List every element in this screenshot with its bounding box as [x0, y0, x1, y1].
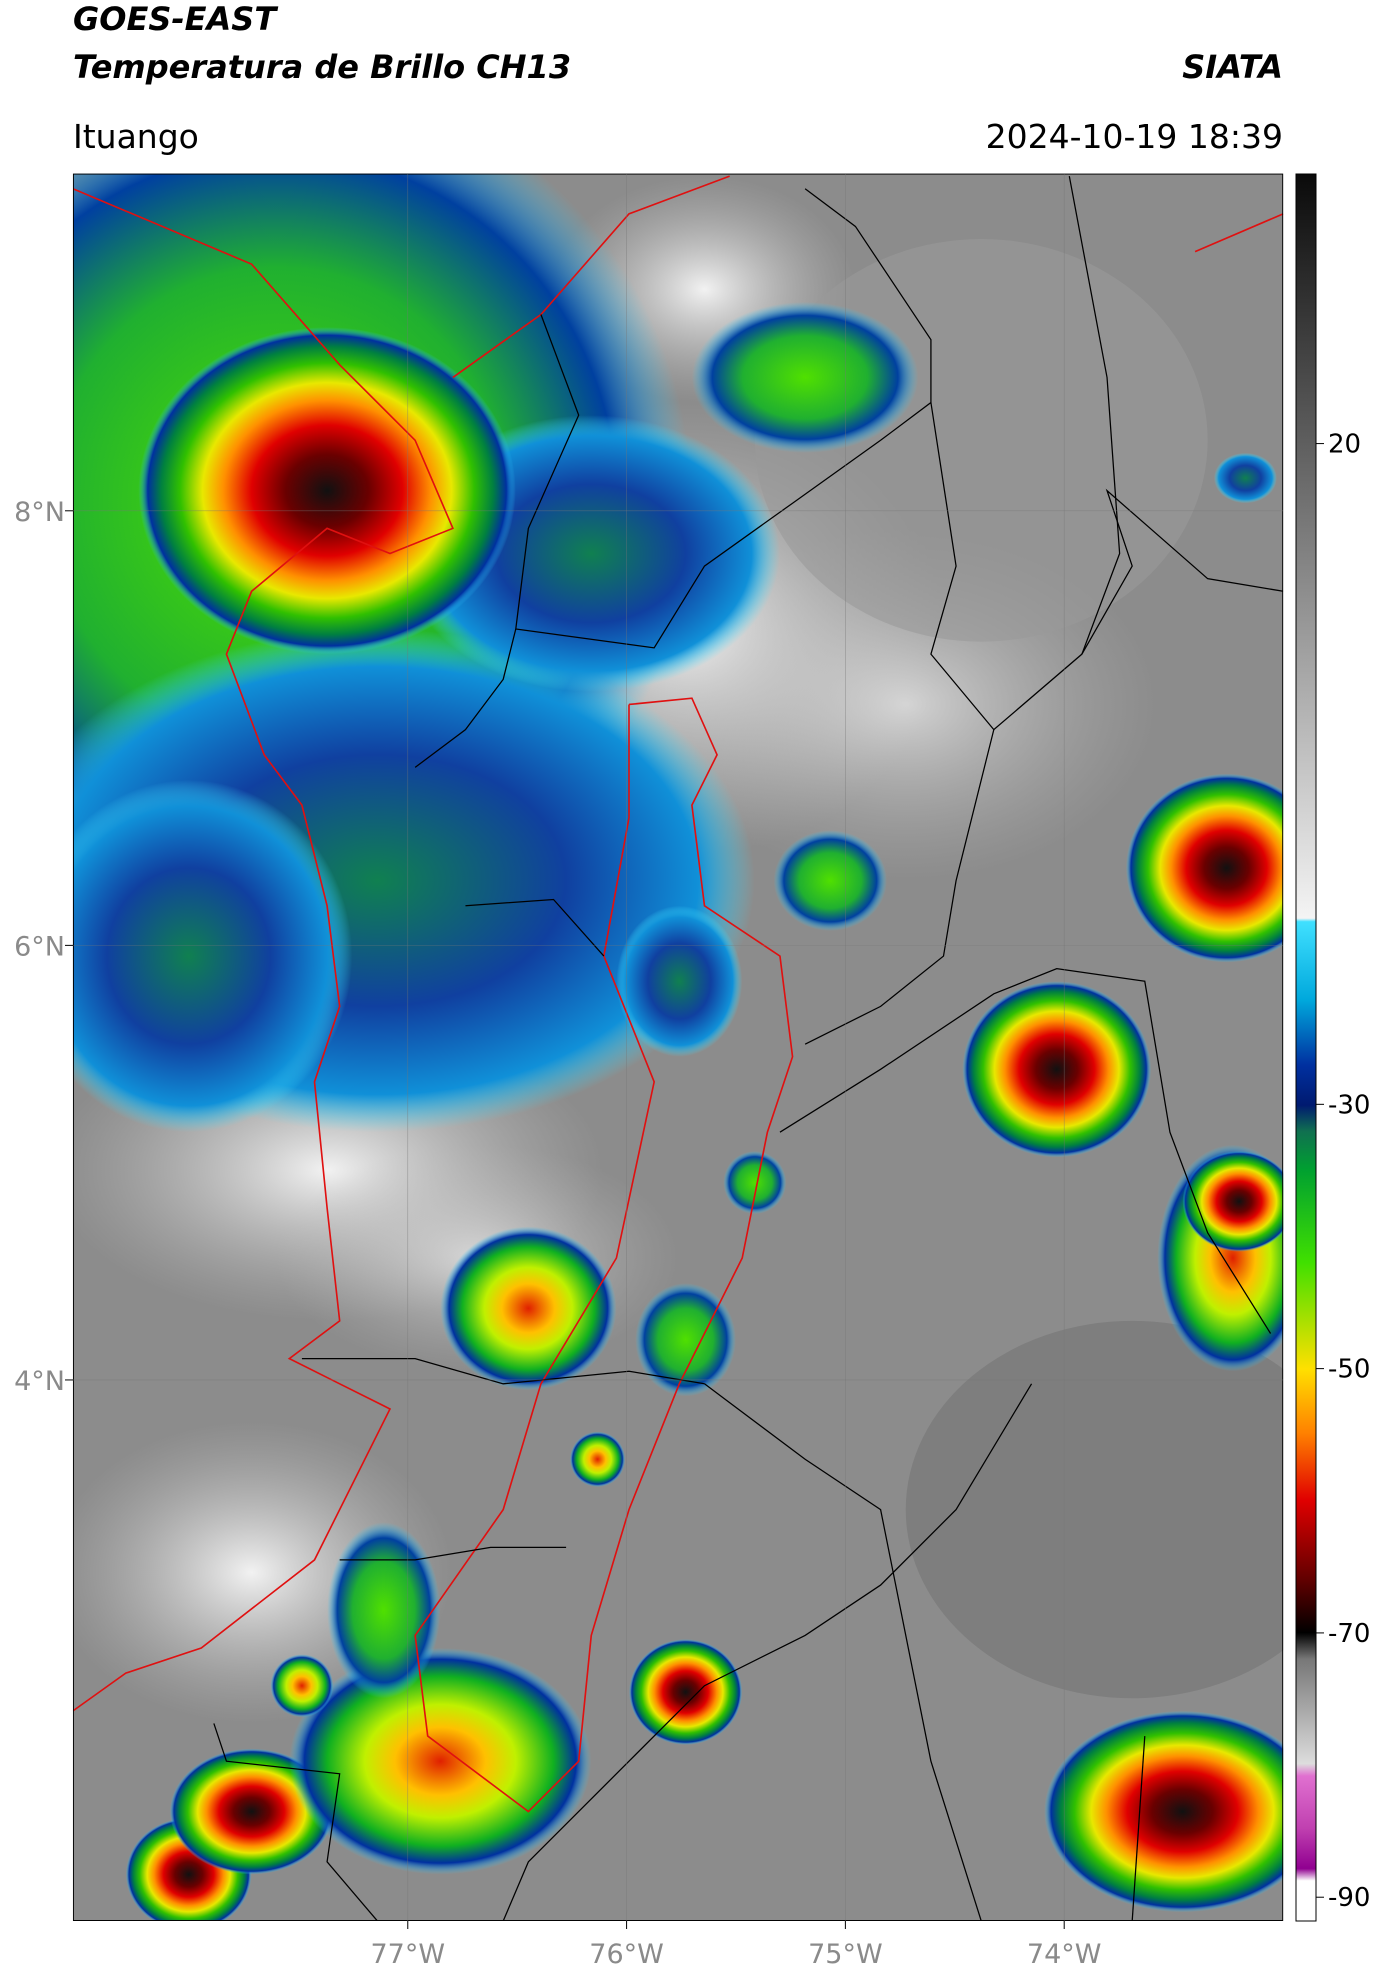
colorbar-tick-label: -30 [1328, 1090, 1370, 1120]
lat-tick-label: 6°N [14, 931, 65, 962]
lon-tick-label: 77°W [370, 1939, 445, 1970]
colorbar-tick-label: -50 [1328, 1355, 1370, 1385]
colorbar-tick-label: -90 [1328, 1883, 1370, 1913]
colorbar-tick-label: -70 [1328, 1619, 1370, 1649]
colorbar-tick-label: 20 [1328, 430, 1361, 460]
location: Ituango [73, 117, 199, 156]
lon-tick-label: 76°W [589, 1939, 664, 1970]
satellite-image [72, 173, 1284, 1921]
source: SIATA [1182, 48, 1283, 86]
lon-tick-label: 75°W [808, 1939, 883, 1970]
datetime: 2024-10-19 18:39 [986, 117, 1283, 156]
lon-tick-label: 74°W [1027, 1939, 1102, 1970]
subtitle: Temperatura de Brillo CH13 [73, 48, 571, 86]
colorbar [1295, 173, 1317, 1922]
lat-tick-label: 4°N [14, 1366, 65, 1397]
title: GOES-EAST [73, 0, 278, 38]
graticule [73, 174, 1283, 1921]
lat-tick-label: 8°N [14, 497, 65, 528]
